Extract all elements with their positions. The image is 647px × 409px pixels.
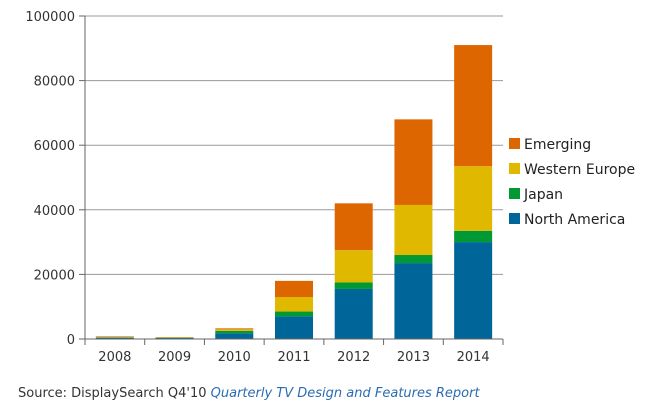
y-tick-label: 80000	[34, 75, 75, 90]
bar-north-america-2011	[275, 316, 313, 339]
bar-western-europe-2012	[334, 250, 373, 283]
bars	[95, 45, 493, 339]
bar-japan-2011	[275, 311, 313, 317]
bar-emerging-2014	[454, 45, 493, 167]
bar-japan-2013	[394, 255, 433, 264]
y-tick-labels: 0 20000 40000 60000 80000 100000	[25, 10, 75, 348]
source-report-title: Quarterly TV Design and Features Report	[210, 386, 480, 401]
bar-emerging-2012	[334, 203, 373, 251]
legend-label: Emerging	[524, 137, 591, 153]
bar-emerging-2011	[275, 280, 313, 298]
legend-swatch	[509, 163, 520, 174]
x-tick-label: 2013	[397, 350, 430, 365]
legend-label: Western Europe	[524, 162, 635, 178]
x-tick-label: 2009	[158, 350, 191, 365]
source-text: Source: DisplaySearch Q4'10	[18, 386, 211, 401]
source-note: Source: DisplaySearch Q4'10 Quarterly TV…	[18, 386, 480, 401]
stacked-bar-chart: 0 20000 40000 60000 80000 100000 2008 2009 2010…	[25, 10, 635, 365]
bar-emerging-2013	[394, 119, 433, 205]
y-tick-label: 60000	[34, 139, 75, 154]
bar-western-europe-2013	[394, 204, 433, 256]
bar-north-america-2010	[215, 333, 254, 339]
legend-label: North America	[524, 212, 625, 228]
bar-north-america-2013	[394, 263, 433, 339]
legend-label: Japan	[523, 187, 563, 203]
gridlines	[79, 15, 503, 340]
y-tick-label: 40000	[34, 204, 75, 219]
bar-western-europe-2010	[215, 329, 254, 331]
bar-north-america-2008	[95, 337, 134, 339]
legend-swatch	[509, 213, 520, 224]
bar-japan-2010	[215, 330, 254, 334]
legend-swatch	[509, 138, 520, 149]
bar-emerging-2010	[215, 328, 254, 330]
bar-japan-2012	[334, 282, 373, 289]
y-tick-label: 0	[67, 333, 75, 348]
bar-north-america-2012	[334, 288, 373, 339]
x-tick-label: 2014	[457, 350, 490, 365]
bar-emerging-2008	[95, 336, 134, 338]
x-tick-labels: 2008 2009 2010 2011 2012 2013 2014	[84, 339, 504, 365]
bar-north-america-2014	[454, 242, 493, 339]
y-tick-label: 20000	[34, 268, 75, 283]
legend: Emerging Western Europe Japan North America	[509, 137, 635, 228]
bar-western-europe-2011	[275, 297, 313, 312]
x-tick-label: 2011	[277, 350, 310, 365]
y-tick-label: 100000	[25, 10, 75, 25]
legend-swatch	[509, 188, 520, 199]
axes	[84, 16, 503, 340]
x-tick-label: 2012	[337, 350, 370, 365]
x-tick-label: 2008	[98, 350, 131, 365]
x-tick-label: 2010	[218, 350, 251, 365]
bar-western-europe-2014	[454, 166, 493, 231]
bar-japan-2014	[454, 230, 493, 243]
